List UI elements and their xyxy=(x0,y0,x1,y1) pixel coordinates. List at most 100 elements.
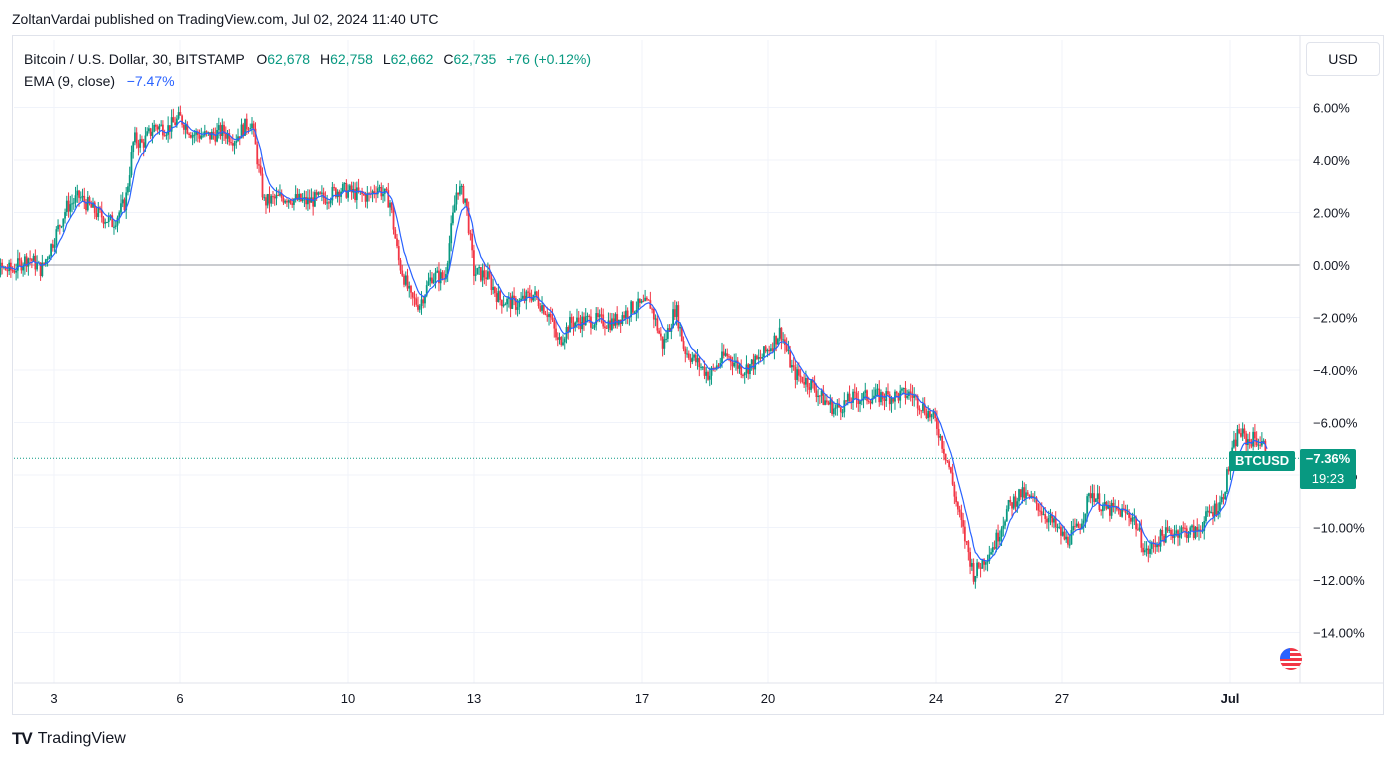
candle-body xyxy=(1004,521,1006,526)
candle-body xyxy=(642,300,645,302)
candle-body xyxy=(1213,503,1216,517)
candle-body xyxy=(188,133,191,135)
candle-body xyxy=(1170,529,1172,535)
candle-body xyxy=(520,298,522,301)
candle-body xyxy=(415,298,418,305)
candle-body xyxy=(399,260,402,271)
candle-body xyxy=(397,246,400,261)
candle-body xyxy=(476,268,479,275)
candle-body xyxy=(745,364,748,374)
candle-body xyxy=(1250,441,1253,447)
candle-body xyxy=(327,202,330,204)
candle-body xyxy=(1075,523,1078,527)
candle-body xyxy=(121,199,124,204)
candle-body xyxy=(85,202,87,211)
candle-body xyxy=(806,377,809,388)
legend-open: 62,678 xyxy=(267,51,311,67)
tradingview-logo-icon[interactable]: TV xyxy=(12,729,33,748)
candle-body xyxy=(181,115,184,125)
candle-body xyxy=(1150,542,1153,549)
candle-body xyxy=(901,388,903,391)
candle-body xyxy=(266,193,269,206)
candle-body xyxy=(380,187,383,197)
candle-body xyxy=(864,390,867,394)
candle-body xyxy=(1203,521,1206,531)
candle-body xyxy=(808,387,811,390)
candle-body xyxy=(1138,527,1141,530)
candle-body xyxy=(1220,497,1223,503)
candle-body xyxy=(972,563,975,582)
candle-body xyxy=(347,190,350,198)
candle-body xyxy=(1135,517,1137,530)
candle-body xyxy=(198,135,201,139)
y-axis: 6.00%4.00%2.00%0.00%−2.00%−4.00%−6.00%−8… xyxy=(1313,101,1365,641)
candle-body xyxy=(60,226,63,228)
candle-body xyxy=(929,410,931,418)
candle-body xyxy=(275,194,278,199)
candle-body xyxy=(630,301,633,317)
candle-body xyxy=(252,123,255,129)
candle-body xyxy=(287,200,290,203)
candle-body xyxy=(223,124,225,134)
candle-body xyxy=(588,315,591,317)
candle-body xyxy=(123,199,126,211)
legend-ema-label[interactable]: EMA (9, close) xyxy=(24,73,116,89)
candle-body xyxy=(291,203,294,205)
candle-body xyxy=(916,396,919,409)
candle-body xyxy=(29,258,32,260)
candle-body xyxy=(230,142,232,144)
candle-body xyxy=(182,124,185,130)
candle-body xyxy=(158,125,161,130)
candle-body xyxy=(752,359,755,370)
candle-body xyxy=(764,346,767,352)
legend-high: 62,758 xyxy=(330,51,373,67)
candle-body xyxy=(497,291,500,302)
candle-body xyxy=(1126,512,1129,514)
candle-body xyxy=(118,212,121,218)
chart-frame[interactable] xyxy=(12,35,1384,715)
candle-body xyxy=(539,306,542,311)
candle-body xyxy=(883,399,886,402)
candle-body xyxy=(790,365,793,368)
legend-symbol[interactable]: Bitcoin / U.S. Dollar, 30, BITSTAMP xyxy=(24,51,245,67)
candle-body xyxy=(471,233,474,251)
candle-body xyxy=(27,258,30,267)
brand-name[interactable]: TradingView xyxy=(37,730,126,747)
candle-body xyxy=(406,275,409,289)
candle-body xyxy=(838,403,840,408)
candle-body xyxy=(1053,518,1055,523)
candle-body xyxy=(481,270,484,281)
candle-body xyxy=(511,295,514,309)
grid-lines xyxy=(14,36,1384,684)
candle-body xyxy=(700,366,702,368)
candle-body xyxy=(408,285,411,289)
candle-body xyxy=(1063,531,1066,540)
candle-body xyxy=(673,309,676,317)
candle-body xyxy=(53,245,56,248)
candle-body xyxy=(125,192,128,211)
candle-body xyxy=(906,395,909,398)
candle-body xyxy=(1224,491,1227,500)
candle-body xyxy=(417,304,419,310)
candle-body xyxy=(1007,500,1010,510)
candle-body xyxy=(694,354,697,363)
currency-button[interactable]: USD xyxy=(1306,42,1380,76)
candle-body xyxy=(654,318,657,320)
candle-body xyxy=(177,112,180,119)
candle-body xyxy=(995,532,998,549)
candle-body xyxy=(749,364,751,375)
candle-body xyxy=(172,117,175,123)
candle-body xyxy=(523,295,526,301)
candle-body xyxy=(939,436,942,438)
us-flag-icon[interactable] xyxy=(1280,648,1302,670)
candle-body xyxy=(128,175,131,187)
candle-body xyxy=(598,314,601,318)
candle-body xyxy=(925,413,928,419)
candle-body xyxy=(710,367,713,376)
candle-body xyxy=(537,297,540,307)
candle-body xyxy=(268,193,271,204)
candle-body xyxy=(226,133,229,139)
candle-body xyxy=(967,541,970,553)
candle-body xyxy=(797,369,800,376)
